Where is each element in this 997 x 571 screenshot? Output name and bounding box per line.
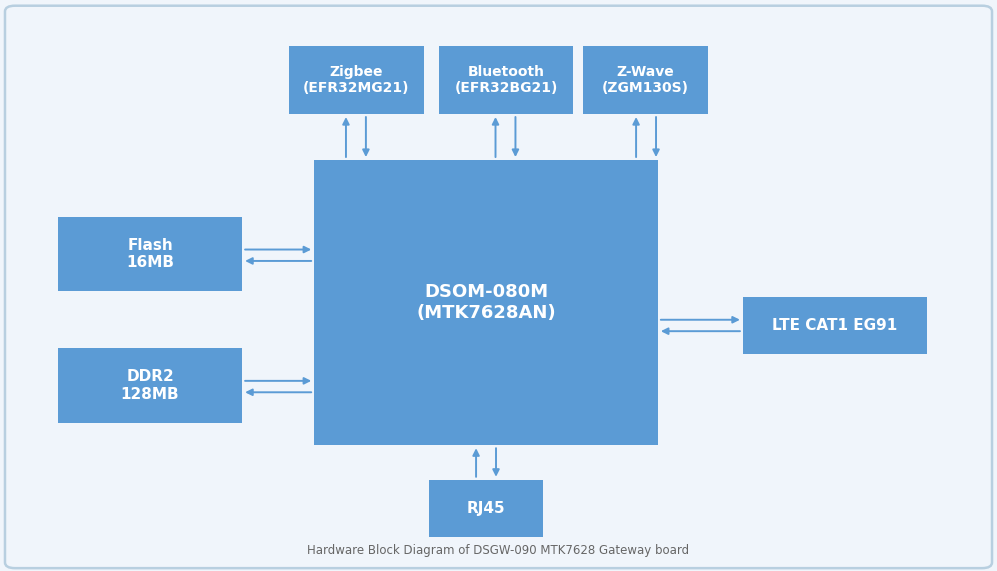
Text: Hardware Block Diagram of DSGW-090 MTK7628 Gateway board: Hardware Block Diagram of DSGW-090 MTK76… bbox=[307, 544, 690, 557]
FancyBboxPatch shape bbox=[314, 160, 658, 445]
Text: RJ45: RJ45 bbox=[467, 501, 505, 516]
Text: Flash
16MB: Flash 16MB bbox=[126, 238, 174, 270]
FancyBboxPatch shape bbox=[58, 217, 242, 291]
FancyBboxPatch shape bbox=[58, 348, 242, 423]
FancyBboxPatch shape bbox=[743, 297, 927, 354]
Text: Bluetooth
(EFR32BG21): Bluetooth (EFR32BG21) bbox=[455, 65, 557, 95]
FancyBboxPatch shape bbox=[439, 46, 573, 114]
Text: LTE CAT1 EG91: LTE CAT1 EG91 bbox=[773, 318, 897, 333]
Text: DDR2
128MB: DDR2 128MB bbox=[121, 369, 179, 401]
FancyBboxPatch shape bbox=[429, 480, 543, 537]
Text: DSOM-080M
(MTK7628AN): DSOM-080M (MTK7628AN) bbox=[416, 283, 556, 322]
Text: Zigbee
(EFR32MG21): Zigbee (EFR32MG21) bbox=[303, 65, 410, 95]
FancyBboxPatch shape bbox=[289, 46, 424, 114]
FancyBboxPatch shape bbox=[583, 46, 708, 114]
FancyBboxPatch shape bbox=[5, 6, 992, 568]
Text: Z-Wave
(ZGM130S): Z-Wave (ZGM130S) bbox=[602, 65, 689, 95]
